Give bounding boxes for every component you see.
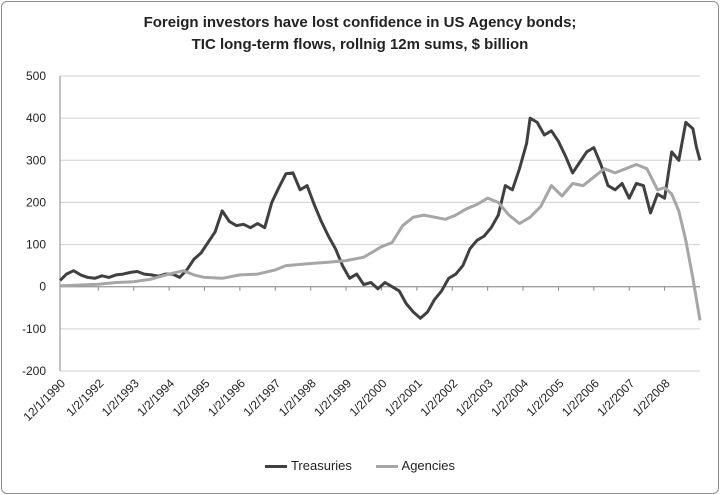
y-tick-label: 200 xyxy=(26,195,46,209)
gridlines xyxy=(60,75,700,372)
x-tick-label: 1/2/1996 xyxy=(205,376,248,419)
x-tick-label: 1/2/2008 xyxy=(630,376,673,419)
x-axis: 12/1/19901/2/19921/2/19931/2/19941/2/199… xyxy=(20,286,700,424)
y-tick-label: 0 xyxy=(39,280,46,294)
chart-title-line-1: Foreign investors have lost confidence i… xyxy=(143,14,577,31)
x-tick-label: 1/2/2004 xyxy=(488,376,531,419)
x-tick-label: 1/2/1993 xyxy=(99,376,142,419)
legend-label-agencies: Agencies xyxy=(401,458,456,473)
y-tick-label: 500 xyxy=(26,69,46,83)
x-tick-label: 1/2/2000 xyxy=(347,376,390,419)
chart-title: Foreign investors have lost confidence i… xyxy=(0,12,720,56)
legend-label-treasuries: Treasuries xyxy=(290,458,352,473)
legend-swatch-agencies xyxy=(375,465,398,469)
x-tick-label: 12/1/1990 xyxy=(20,376,68,424)
legend-item-agencies: Agencies xyxy=(375,458,456,473)
y-axis: -200 -100 0 100 200 300 400 500 xyxy=(22,69,61,378)
y-tick-label: -200 xyxy=(22,364,46,378)
legend: Treasuries Agencies xyxy=(0,458,720,473)
x-tick-label: 1/2/1994 xyxy=(134,376,177,419)
x-tick-label: 1/2/2001 xyxy=(382,376,425,419)
x-tick-label: 1/2/2006 xyxy=(559,376,602,419)
chart-title-line-2: TIC long-term flows, rollnig 12m sums, $… xyxy=(191,36,529,53)
x-tick-label: 1/2/1998 xyxy=(276,376,319,419)
y-tick-label: 300 xyxy=(26,153,46,167)
legend-swatch-treasuries xyxy=(264,465,287,469)
x-tick-label: 1/2/1995 xyxy=(170,376,213,419)
legend-item-treasuries: Treasuries xyxy=(264,458,352,473)
x-tick-label: 1/2/1997 xyxy=(240,376,283,419)
series-lines xyxy=(59,116,702,321)
y-tick-label: 400 xyxy=(26,111,46,125)
y-tick-label: 100 xyxy=(26,238,46,252)
x-tick-label: 1/2/1992 xyxy=(64,376,107,419)
series-line-treasuries xyxy=(59,116,702,320)
x-tick-label: 1/2/2005 xyxy=(524,376,567,419)
y-tick-label: -100 xyxy=(22,322,46,336)
series-line-agencies xyxy=(60,163,702,321)
x-tick-label: 1/2/2002 xyxy=(417,376,460,419)
x-tick-label: 1/2/2007 xyxy=(594,376,637,419)
x-tick-label: 1/2/1999 xyxy=(311,376,354,419)
x-tick-label: 1/2/2003 xyxy=(453,376,496,419)
